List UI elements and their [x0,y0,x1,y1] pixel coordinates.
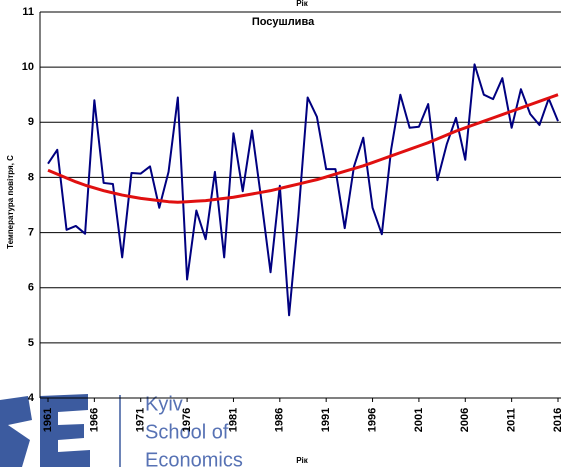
x-tick-label: 2011 [506,408,518,432]
y-tick-label: 5 [28,337,34,349]
logo-text: School of [145,421,229,443]
x-tick-label: 1996 [366,408,378,432]
y-tick-label: 9 [28,116,34,128]
y-axis-label: Температура повітря, С [6,155,15,249]
logo-text: Economics [145,449,243,467]
x-tick-label: 2006 [459,408,471,432]
x-axis-label: Рік [296,456,309,465]
x-tick-label: 2016 [552,408,561,432]
logo-shape [0,396,32,467]
y-tick-label: 4 [28,392,35,404]
logo-text: Kyiv [145,393,183,415]
y-tick-label: 10 [22,61,34,73]
y-tick-label: 11 [22,6,34,18]
y-tick-label: 6 [28,282,34,294]
x-tick-label: 1971 [135,408,147,432]
y-tick-label: 7 [28,226,34,238]
x-tick-label: 1991 [320,408,332,432]
logo: Kyiv School of Economics [0,393,243,467]
trend-line [47,93,559,204]
x-axis-label-top: Рік [296,0,309,8]
x-tick-label: 1961 [42,408,54,432]
x-tick-label: 2001 [413,408,425,432]
logo-shape [40,394,90,467]
data-line [47,63,559,317]
x-tick-label: 1966 [88,408,100,432]
x-tick-label: 1976 [181,408,193,432]
x-tick-label: 1981 [227,408,239,432]
y-tick-label: 8 [28,171,34,183]
x-tick-label: 1986 [274,408,286,432]
chart-title: Посушлива [252,16,315,28]
